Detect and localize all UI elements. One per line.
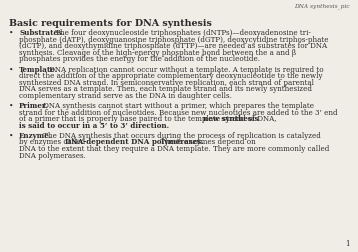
Text: new synthesis: new synthesis <box>203 115 258 123</box>
Text: (dCTP), and deoxythymidine triphosphate (dTTP)—are needed as substrates for DNA: (dCTP), and deoxythymidine triphosphate … <box>19 42 327 50</box>
Text: DNA-dependent DNA polymerases.: DNA-dependent DNA polymerases. <box>65 138 204 146</box>
Text: synthesized DNA strand. In semiconservative replication, each strand of parental: synthesized DNA strand. In semiconservat… <box>19 78 314 86</box>
Text: •: • <box>9 131 14 139</box>
Text: direct the addition of the appropriate complementary deoxynucleotide to the newl: direct the addition of the appropriate c… <box>19 72 323 80</box>
Text: DNA serves as a template. Then, each template strand and its newly synthesized: DNA serves as a template. Then, each tem… <box>19 85 312 93</box>
Text: 1: 1 <box>345 239 350 247</box>
Text: •: • <box>9 102 14 110</box>
Text: DNA to the extent that they require a DNA template. They are more commonly calle: DNA to the extent that they require a DN… <box>19 145 329 152</box>
Text: The DNA synthesis that occurs during the process of replication is catalyzed: The DNA synthesis that occurs during the… <box>40 131 320 139</box>
Text: synthesis. Cleavage of the high-energy phosphate bond between the a and β: synthesis. Cleavage of the high-energy p… <box>19 49 296 57</box>
Text: Template.: Template. <box>19 65 58 73</box>
Text: Substrates.: Substrates. <box>19 29 64 37</box>
Text: phosphates provides the energy for the addition of the nucleotide.: phosphates provides the energy for the a… <box>19 55 260 63</box>
Text: The four deoxynucleoside triphosphates (dNTPs)—deoxyadenosine tri-: The four deoxynucleoside triphosphates (… <box>53 29 311 37</box>
Text: by enzymes called: by enzymes called <box>19 138 87 146</box>
Text: Basic requirements for DNA synthesis: Basic requirements for DNA synthesis <box>9 19 212 28</box>
Text: Primer.: Primer. <box>19 102 48 110</box>
Text: phosphate (dATP), deoxyguanosine triphosphate (dGTP), deoxycytidine triphos-phat: phosphate (dATP), deoxyguanosine triphos… <box>19 36 329 43</box>
Text: •: • <box>9 29 14 37</box>
Text: DNA synthesis cannot start without a primer, which prepares the template: DNA synthesis cannot start without a pri… <box>40 102 314 110</box>
Text: strand for the addition of nucleotides. Because new nucleotides are added to the: strand for the addition of nucleotides. … <box>19 108 338 116</box>
Text: DNA synthesis_pic: DNA synthesis_pic <box>295 3 350 9</box>
Text: complementary strand serve as the DNA in daughter cells.: complementary strand serve as the DNA in… <box>19 91 232 100</box>
Text: •: • <box>9 65 14 73</box>
Text: DNA polymerases.: DNA polymerases. <box>19 151 86 159</box>
Text: of a primer that is properly base paired to the template strand of DNA,: of a primer that is properly base paired… <box>19 115 279 123</box>
Text: Enzyme.: Enzyme. <box>19 131 52 139</box>
Text: DNA replication cannot occur without a template. A template is required to: DNA replication cannot occur without a t… <box>47 65 323 73</box>
Text: is said to occur in a 5’ to 3’ direction.: is said to occur in a 5’ to 3’ direction… <box>19 121 169 129</box>
Text: These enzymes depend on: These enzymes depend on <box>158 138 255 146</box>
